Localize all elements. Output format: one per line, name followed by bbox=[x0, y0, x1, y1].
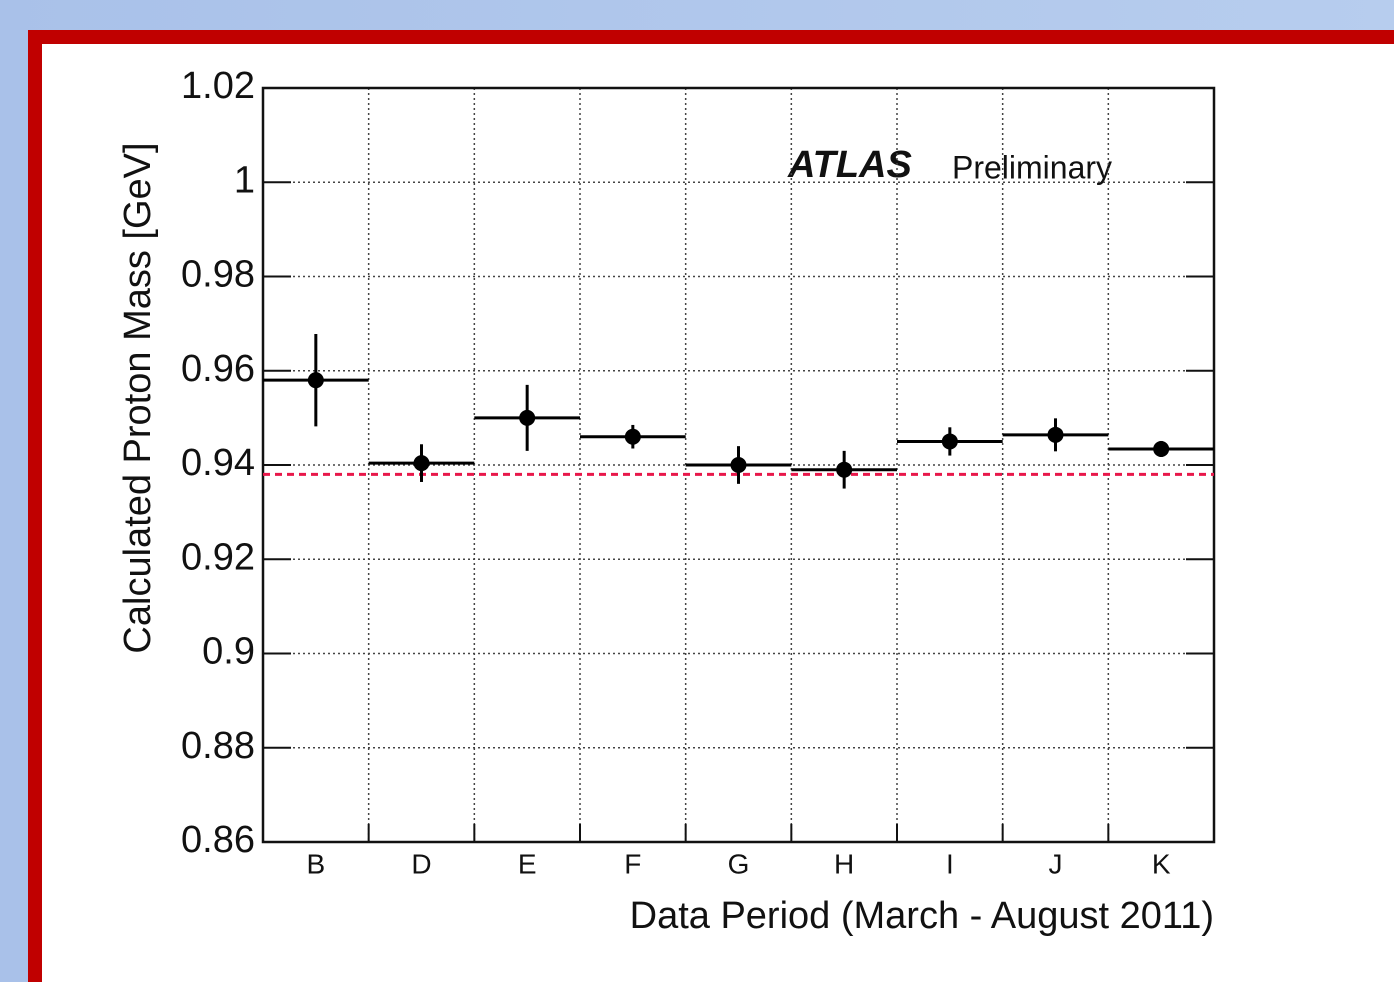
x-tick-label: F bbox=[624, 848, 641, 879]
marker bbox=[307, 372, 324, 389]
marker bbox=[941, 433, 958, 450]
y-axis-title: Calculated Proton Mass [GeV] bbox=[117, 142, 159, 653]
y-tick-label: 0.88 bbox=[181, 725, 255, 767]
marker bbox=[1047, 426, 1064, 443]
slide-frame bbox=[28, 30, 1394, 982]
x-tick-label: K bbox=[1152, 848, 1171, 879]
x-tick-label: I bbox=[946, 848, 954, 879]
plot-frame bbox=[261, 86, 1216, 844]
annotation-bold: ATLAS bbox=[787, 144, 912, 186]
y-tick-label: 0.94 bbox=[181, 442, 255, 484]
x-tick-label: D bbox=[411, 848, 431, 879]
y-tick-label: 1.02 bbox=[181, 65, 255, 107]
y-tick-label: 0.96 bbox=[181, 348, 255, 390]
x-axis-title: Data Period (March - August 2011) bbox=[630, 895, 1214, 937]
marker bbox=[730, 457, 747, 473]
y-tick-label: 0.86 bbox=[181, 819, 255, 861]
y-tick-label: 1 bbox=[234, 159, 255, 201]
x-tick-label: B bbox=[306, 848, 325, 879]
y-tick-label: 0.92 bbox=[181, 536, 255, 578]
y-tick-label: 0.9 bbox=[202, 631, 255, 673]
x-tick-label: J bbox=[1049, 848, 1063, 879]
annotation: Preliminary bbox=[952, 149, 1112, 185]
y-tick-label: 0.98 bbox=[181, 254, 255, 296]
x-tick-label: G bbox=[728, 848, 750, 879]
x-tick-label: H bbox=[834, 848, 854, 879]
marker bbox=[1153, 440, 1170, 457]
marker bbox=[413, 455, 430, 472]
marker bbox=[836, 461, 853, 478]
marker bbox=[519, 409, 536, 426]
x-tick-label: E bbox=[518, 848, 537, 879]
marker bbox=[624, 428, 641, 445]
